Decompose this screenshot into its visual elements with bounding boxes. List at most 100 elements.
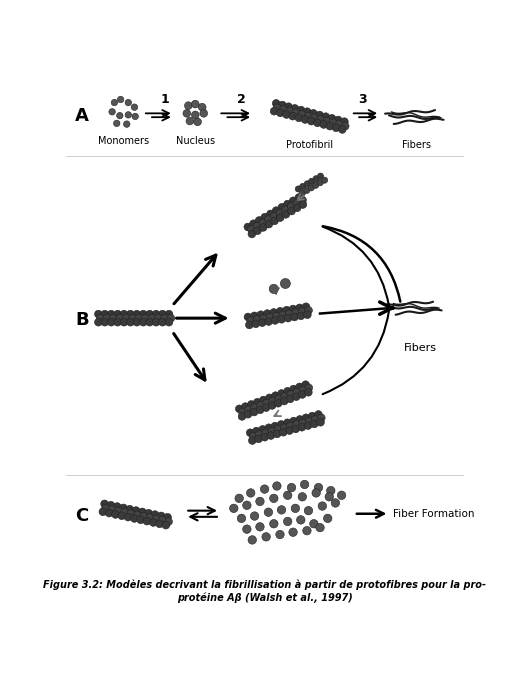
Circle shape xyxy=(285,103,293,111)
Circle shape xyxy=(331,499,340,507)
Circle shape xyxy=(249,437,256,444)
Circle shape xyxy=(108,310,115,318)
Circle shape xyxy=(316,111,324,119)
Circle shape xyxy=(129,315,136,322)
Circle shape xyxy=(278,203,286,211)
Circle shape xyxy=(284,315,292,322)
Circle shape xyxy=(269,397,277,405)
Circle shape xyxy=(133,319,141,326)
Text: Nucleus: Nucleus xyxy=(176,136,215,146)
Circle shape xyxy=(265,220,273,228)
Circle shape xyxy=(146,310,154,318)
Circle shape xyxy=(247,317,254,325)
Circle shape xyxy=(253,316,261,323)
Circle shape xyxy=(283,111,291,118)
Circle shape xyxy=(317,414,325,422)
Circle shape xyxy=(302,381,310,389)
Circle shape xyxy=(247,429,254,437)
Circle shape xyxy=(109,109,115,115)
Circle shape xyxy=(248,536,256,544)
Circle shape xyxy=(186,117,194,125)
Circle shape xyxy=(265,424,272,431)
Text: 3: 3 xyxy=(358,93,367,106)
Circle shape xyxy=(253,427,260,435)
Circle shape xyxy=(329,119,337,127)
Circle shape xyxy=(276,209,284,217)
Circle shape xyxy=(308,412,316,420)
Circle shape xyxy=(261,213,269,221)
Circle shape xyxy=(292,425,299,433)
Circle shape xyxy=(278,389,285,398)
Circle shape xyxy=(152,515,160,522)
Circle shape xyxy=(313,182,319,188)
Circle shape xyxy=(285,107,293,115)
Circle shape xyxy=(322,177,328,183)
Circle shape xyxy=(137,516,145,524)
Circle shape xyxy=(308,185,314,191)
Circle shape xyxy=(275,395,282,403)
Circle shape xyxy=(280,279,291,288)
Circle shape xyxy=(267,210,275,218)
Circle shape xyxy=(249,432,257,440)
Circle shape xyxy=(291,313,298,321)
Circle shape xyxy=(132,507,140,514)
Circle shape xyxy=(283,517,292,526)
Circle shape xyxy=(270,213,278,220)
Circle shape xyxy=(285,310,293,318)
Circle shape xyxy=(292,109,299,117)
Circle shape xyxy=(304,506,313,515)
Circle shape xyxy=(266,394,273,402)
Circle shape xyxy=(277,307,284,315)
Circle shape xyxy=(254,227,262,234)
Circle shape xyxy=(299,190,306,196)
Circle shape xyxy=(149,518,157,526)
Circle shape xyxy=(300,184,306,190)
Circle shape xyxy=(263,400,270,407)
Circle shape xyxy=(289,112,297,120)
Circle shape xyxy=(242,525,251,533)
Circle shape xyxy=(271,217,278,225)
Circle shape xyxy=(95,310,102,318)
Circle shape xyxy=(165,319,173,326)
Circle shape xyxy=(250,408,258,416)
Circle shape xyxy=(101,319,109,326)
Text: Fibers: Fibers xyxy=(404,343,437,353)
Circle shape xyxy=(323,117,330,125)
Circle shape xyxy=(290,385,297,393)
Circle shape xyxy=(95,319,102,326)
Circle shape xyxy=(296,383,303,391)
Circle shape xyxy=(277,214,284,221)
Circle shape xyxy=(341,118,348,126)
Circle shape xyxy=(250,220,257,227)
Circle shape xyxy=(271,317,279,324)
Circle shape xyxy=(271,423,279,430)
Circle shape xyxy=(293,393,300,400)
Circle shape xyxy=(139,508,146,516)
Circle shape xyxy=(140,310,147,318)
Circle shape xyxy=(328,115,336,122)
Circle shape xyxy=(126,506,133,513)
Circle shape xyxy=(310,520,318,528)
Circle shape xyxy=(167,315,175,322)
Circle shape xyxy=(341,122,349,130)
Circle shape xyxy=(239,408,246,416)
Circle shape xyxy=(316,115,324,124)
Circle shape xyxy=(165,518,173,525)
Circle shape xyxy=(270,107,278,115)
Circle shape xyxy=(97,315,104,322)
Circle shape xyxy=(325,493,333,501)
Circle shape xyxy=(105,509,113,517)
Circle shape xyxy=(286,395,294,403)
Circle shape xyxy=(260,315,267,322)
Circle shape xyxy=(127,510,134,518)
Circle shape xyxy=(262,404,270,412)
Circle shape xyxy=(265,216,272,223)
Circle shape xyxy=(257,402,264,409)
Circle shape xyxy=(280,429,287,436)
Circle shape xyxy=(268,427,276,435)
Circle shape xyxy=(244,223,252,231)
Circle shape xyxy=(297,312,305,320)
Circle shape xyxy=(261,433,268,441)
Circle shape xyxy=(269,520,278,528)
Circle shape xyxy=(269,284,279,294)
